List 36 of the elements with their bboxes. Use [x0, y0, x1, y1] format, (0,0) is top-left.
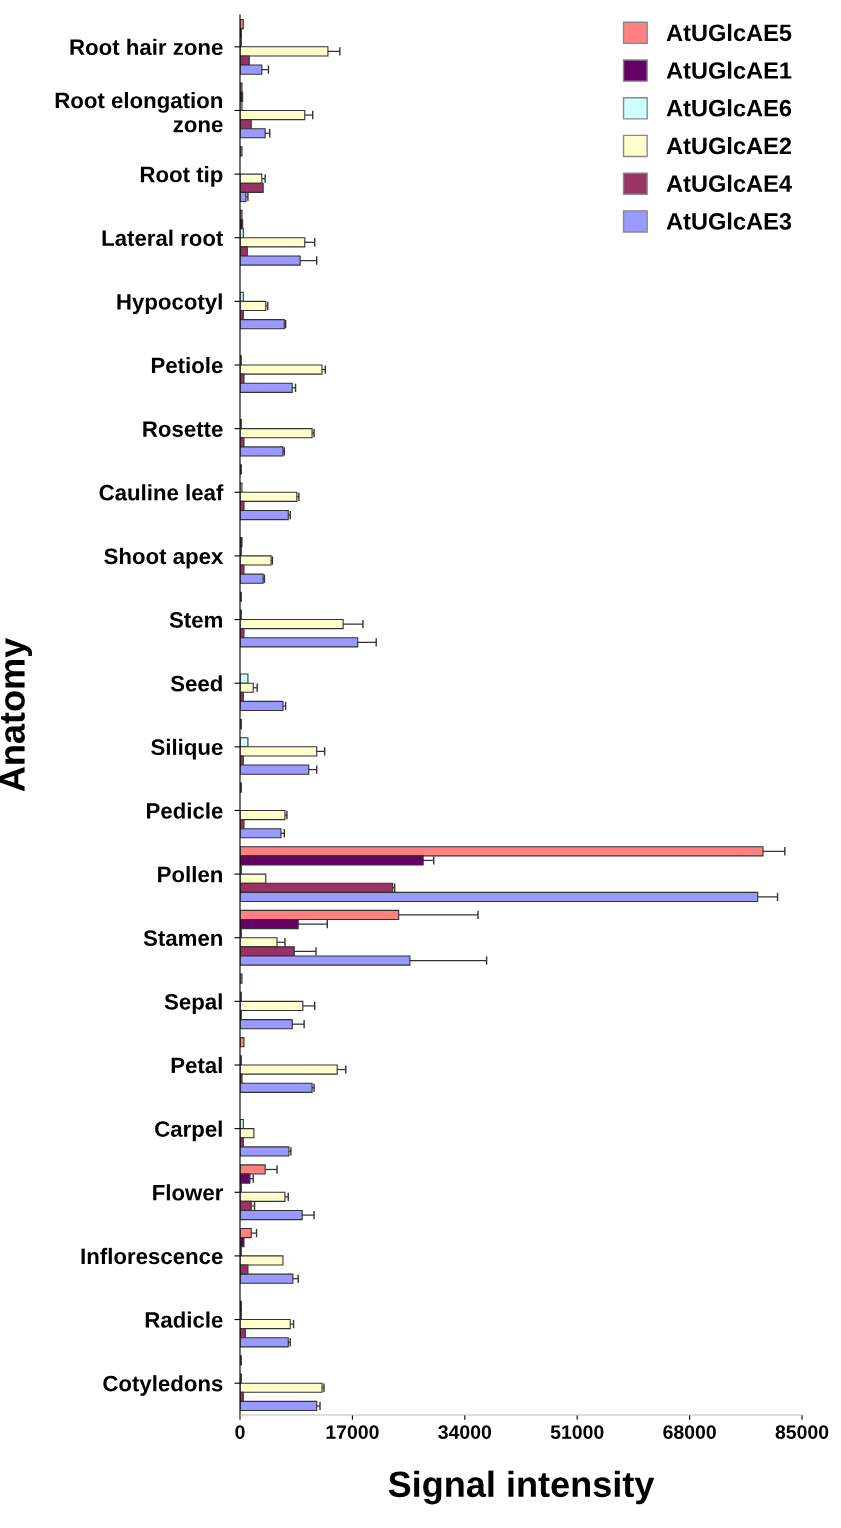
y-tick-label: Petiole: [151, 356, 223, 374]
x-tick-label: 68000: [663, 1425, 716, 1439]
x-tick-label: 51000: [550, 1425, 604, 1439]
y-tick-label: Seed: [170, 675, 222, 692]
y-tick-label: Inflorescence: [81, 1247, 223, 1265]
y-tick-label: Sepal: [164, 993, 222, 1015]
y-tick-label: Pollen: [158, 866, 222, 883]
legend-label: AtUGlcAE3: [666, 212, 792, 230]
y-tick-label: Carpel: [155, 1120, 222, 1142]
y-tick-label: Hypocotyl: [117, 293, 222, 315]
y-tick-label: Stamen: [143, 930, 222, 946]
x-tick-label: 34000: [438, 1425, 492, 1440]
y-axis-title: Anatomy: [0, 637, 33, 792]
y-tick-label: Rosette: [143, 421, 223, 437]
legend-label: AtUGlcAE1: [666, 61, 792, 79]
x-tick-label: 85000: [775, 1425, 829, 1439]
y-tick-label: Petal: [171, 1056, 222, 1074]
legend-label: AtUGlcAE4: [666, 174, 792, 193]
x-tick-label: 0: [235, 1425, 245, 1439]
y-tick-label: Radicle: [145, 1311, 223, 1328]
y-tick-label: Shoot apex: [104, 547, 224, 569]
y-tick-label: Lateral root: [102, 229, 224, 246]
y-tick-label: Cotyledons: [103, 1375, 223, 1396]
legend-label: AtUGlcAE5: [666, 23, 792, 42]
y-tick-label: Pedicle: [147, 802, 223, 819]
y-tick-label: Cauline leaf: [99, 484, 224, 501]
x-tick-label: 17000: [326, 1425, 379, 1439]
y-tick-label: Silique: [151, 738, 223, 760]
y-tick-label: Flower: [153, 1184, 223, 1201]
y-tick-label: Root tip: [140, 166, 223, 187]
y-tick-label: Stem: [169, 612, 222, 628]
x-axis-title: Signal intensity: [388, 1470, 655, 1505]
legend-label: AtUGlcAE2: [666, 136, 792, 155]
legend-label: AtUGlcAE6: [666, 99, 792, 117]
y-tick-label: Root elongation zone: [55, 92, 223, 133]
y-tick-label: Root hair zone: [70, 38, 223, 56]
